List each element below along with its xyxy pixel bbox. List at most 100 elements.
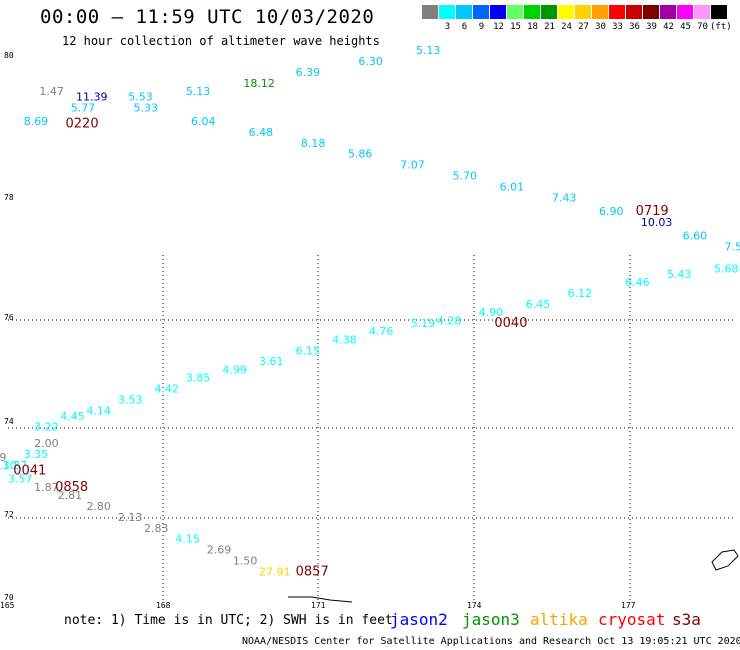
pass-time-label: 0858 <box>55 480 88 495</box>
longitude-label: 165 <box>0 601 15 610</box>
legend-swatch <box>558 5 575 19</box>
legend-swatch <box>609 5 626 19</box>
legend-unit: (ft) <box>710 22 732 32</box>
wave-height-label: 5.53 <box>128 90 153 103</box>
pass-time-label: 0857 <box>296 564 329 579</box>
longitude-labels: 165 168 171 174 177 <box>0 601 636 610</box>
longitude-label: 174 <box>467 601 482 610</box>
color-legend: 3 6 9 12 15 18 21 24 27 30 33 36 39 42 45 70 (ft) <box>422 5 732 32</box>
wave-height-label: 7.07 <box>400 159 425 172</box>
latitude-labels: 80 78 76 74 72 70 <box>4 51 14 602</box>
wave-height-label: 5.13 <box>186 85 211 98</box>
pass-time-label: 0220 <box>66 117 99 132</box>
legend-swatch <box>626 5 643 19</box>
wave-height-label: 2.69 <box>207 544 232 557</box>
legend-label: 24 <box>561 22 572 32</box>
wave-height-label: 6.90 <box>599 205 624 218</box>
wave-height-label: 6.12 <box>568 287 593 300</box>
wave-height-label: 5.68 <box>714 262 739 275</box>
latitude-label: 70 <box>4 593 14 602</box>
legend-label: 42 <box>663 22 674 32</box>
wave-height-label: 2.00 <box>34 437 59 450</box>
wave-height-label: 5.10 <box>0 459 17 472</box>
satellite-name: cryosat <box>598 610 666 629</box>
wave-height-label: 2.83 <box>144 522 169 535</box>
wave-height-label: 5.77 <box>71 101 96 114</box>
wave-height-label: 6.15 <box>296 344 321 357</box>
wave-height-label: 3.35 <box>24 448 49 461</box>
legend-swatch <box>711 5 728 19</box>
legend-swatch <box>677 5 694 19</box>
legend-swatches <box>422 5 728 19</box>
legend-label: 15 <box>510 22 521 32</box>
latitude-label: 80 <box>4 51 14 60</box>
legend-swatch <box>660 5 677 19</box>
legend-label: 3 <box>444 22 451 32</box>
legend-swatch <box>507 5 524 19</box>
wave-height-label: 4.14 <box>86 404 111 417</box>
legend-label: 12 <box>493 22 504 32</box>
legend-label: 30 <box>595 22 606 32</box>
satellite-name: altika <box>530 610 588 629</box>
wave-height-label: 2.81 <box>58 489 82 502</box>
wave-height-label: 4.42 <box>154 383 179 396</box>
legend-swatch <box>439 5 456 19</box>
graticule <box>8 255 735 600</box>
legend-label: 33 <box>612 22 623 32</box>
page-subtitle: 12 hour collection of altimeter wave hei… <box>62 34 380 48</box>
wave-height-label: 4.99 <box>222 363 247 376</box>
wave-height-label: 3.53 <box>118 393 143 406</box>
legend-swatch <box>643 5 660 19</box>
wave-height-label: 6.01 <box>500 181 525 194</box>
wave-height-label: 10.03 <box>641 216 673 229</box>
wave-height-label: 1.50 <box>233 555 258 568</box>
satellite-name: s3a <box>672 610 701 629</box>
legend-swatch <box>694 5 711 19</box>
wave-height-label: 3.61 <box>259 355 284 368</box>
legend-label: 45 <box>680 22 691 32</box>
coastline-segment <box>711 549 739 571</box>
wave-height-label: 4.90 <box>479 306 504 319</box>
wave-height-label: 5.19 <box>411 317 436 330</box>
wave-height-label: 5.70 <box>453 170 478 183</box>
coastline <box>288 549 739 603</box>
wave-height-label: 5.43 <box>667 268 692 281</box>
wave-height-label: 18.12 <box>243 77 275 90</box>
wave-height-label: 7.57 <box>725 241 740 254</box>
wave-height-label: 11.39 <box>76 90 108 103</box>
wave-height-label: 0.59 <box>0 451 6 464</box>
legend-label: 9 <box>478 22 485 32</box>
pass-time-label: 0719 <box>636 204 669 219</box>
latitude-label: 78 <box>4 193 14 202</box>
wave-height-label: 6.60 <box>683 230 708 243</box>
wave-height-label: 5.33 <box>134 101 159 114</box>
pass-time-label: 0041 <box>13 463 46 478</box>
wave-height-label: 6.48 <box>249 126 274 139</box>
latitude-label: 72 <box>4 510 14 519</box>
legend-label: 6 <box>461 22 468 32</box>
legend-label: 18 <box>527 22 538 32</box>
legend-swatch <box>473 5 490 19</box>
latitude-label: 76 <box>4 313 14 322</box>
satellite-name: jason3 <box>462 610 520 629</box>
note-text: note: 1) Time is in UTC; 2) SWH is in fe… <box>64 613 393 628</box>
wave-height-label: 3.57 <box>8 473 33 486</box>
legend-label: 70 <box>697 22 708 32</box>
wave-height-label: 4.76 <box>369 325 394 338</box>
wave-height-observations: 1.47 11.395.77 8.69 5.535.33 5.13 6.04 18.12 6.… <box>0 44 740 578</box>
wave-height-label: 5.86 <box>348 148 373 161</box>
legend-label: 36 <box>629 22 640 32</box>
wave-height-label: 2.80 <box>86 500 111 513</box>
longitude-label: 168 <box>156 601 171 610</box>
page-title: 00:00 – 11:59 UTC 10/03/2020 <box>40 6 375 28</box>
footer-credit: NOAA/NESDIS Center for Satellite Applica… <box>242 636 740 647</box>
longitude-label: 171 <box>311 601 326 610</box>
legend-label: 39 <box>646 22 657 32</box>
legend-labels: 3 6 9 12 15 18 21 24 27 30 33 36 39 42 45 70 <box>422 22 728 32</box>
wave-height-label: 4.45 <box>60 410 85 423</box>
longitude-label: 177 <box>621 601 636 610</box>
wave-height-label: 1.87 <box>34 481 59 494</box>
wave-height-label: 8.18 <box>301 137 326 150</box>
pass-time-labels: 0220071900400041085800420857 <box>13 117 669 580</box>
